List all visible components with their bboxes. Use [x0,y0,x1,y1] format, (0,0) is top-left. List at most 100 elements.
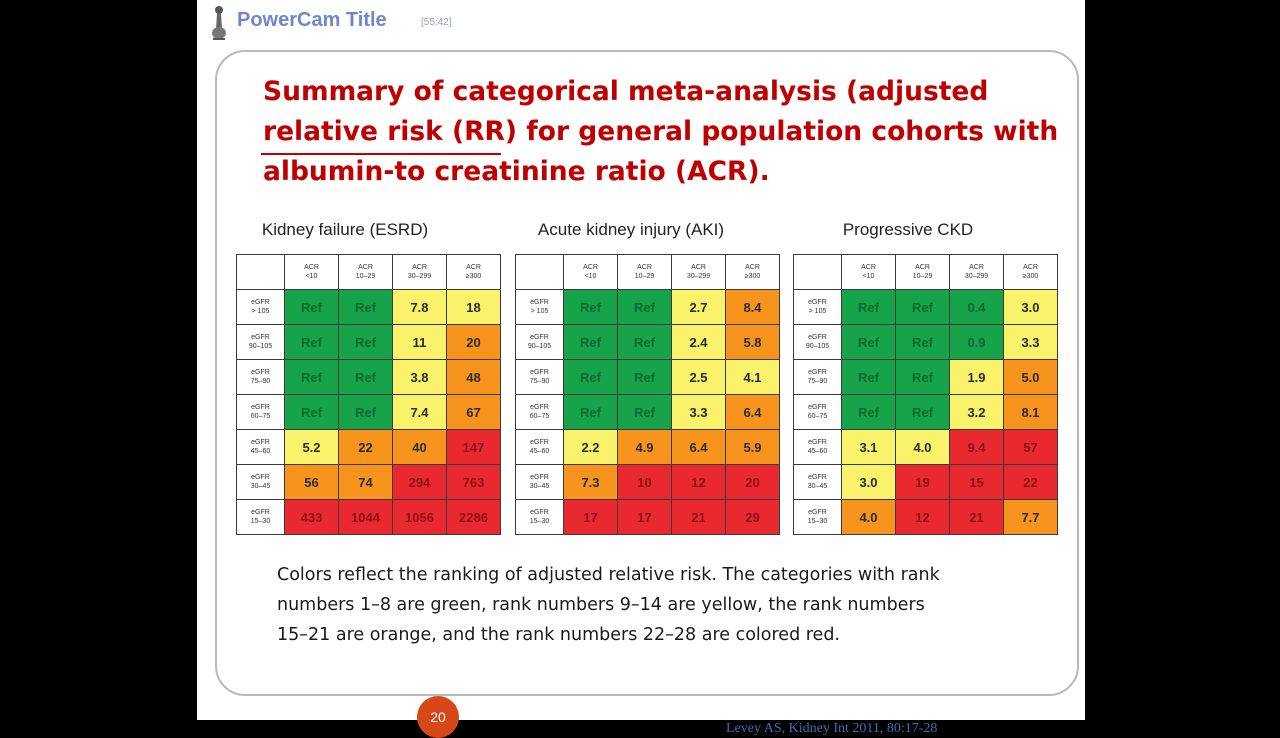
risk-cell: 763 [446,464,501,500]
caption: Colors reflect the ranking of adjusted r… [277,560,1047,650]
risk-value: 4.1 [743,369,762,385]
risk-value: Ref [580,334,601,350]
risk-value: Ref [301,334,322,350]
row-header: eGFR 90–105 [515,324,564,360]
risk-cell: Ref [338,289,393,325]
table-heading: Progressive CKD [842,220,974,239]
risk-cell: 21 [671,499,726,535]
table-row: eGFR 15–30 433 1044 1056 2286 [236,499,501,535]
row-header: eGFR 45–60 [236,429,285,465]
risk-cell: 2.4 [671,324,726,360]
citation: Levey AS, Kidney Int 2011, 80:17-28 [726,721,938,736]
risk-table: ACR <10 ACR 10–29 ACR 30–299 ACR ≥300 eGFR > 105 R… [515,254,780,535]
risk-cell: Ref [617,324,672,360]
table-row: eGFR 60–75 Ref Ref 3.2 8.1 [793,394,1058,430]
risk-value: 7.7 [1021,509,1040,525]
column-header: ACR 30–299 [949,254,1004,290]
title-bar: PowerCam Title [55:42] [197,0,1085,42]
risk-value: 6.4 [689,439,708,455]
caption-line: 15–21 are orange, and the rank numbers 2… [277,625,840,645]
risk-value: 22 [358,439,373,455]
risk-cell: 5.0 [1003,359,1058,395]
column-header: ACR ≥300 [725,254,780,290]
slide-title-line: relative risk (RR) for general populatio… [263,116,1059,147]
risk-cell: 7.4 [392,394,447,430]
table-row: eGFR 75–90 Ref Ref 2.5 4.1 [515,359,780,395]
row-header: eGFR 75–90 [793,359,842,395]
title-underline [261,153,501,155]
risk-value: 20 [466,334,481,350]
risk-cell: 29 [725,499,780,535]
risk-cell: Ref [563,289,618,325]
risk-value: 5.0 [1021,369,1040,385]
bird-logo-icon [212,6,226,40]
risk-value: 56 [304,474,319,490]
risk-value: 4.0 [913,439,932,455]
table-row: eGFR > 105 Ref Ref 2.7 8.4 [515,289,780,325]
risk-value: 11 [412,334,427,350]
slide: Summary of categorical meta-analysis (ad… [215,50,1079,738]
table-row: eGFR 45–60 5.2 22 40 147 [236,429,501,465]
risk-cell: 8.4 [725,289,780,325]
row-header: eGFR 15–30 [515,499,564,535]
risk-value: 5.9 [743,439,762,455]
risk-value: 20 [745,474,760,490]
risk-cell: Ref [617,394,672,430]
risk-value: 0.9 [967,334,986,350]
risk-cell: 3.3 [1003,324,1058,360]
risk-value: Ref [301,299,322,315]
risk-value: Ref [858,299,879,315]
risk-value: 5.8 [743,334,762,350]
risk-value: 40 [412,439,427,455]
slide-title-line: albumin-to creatinine ratio (ACR). [263,156,770,187]
row-header: eGFR 60–75 [236,394,285,430]
risk-value: 7.4 [410,404,429,420]
risk-cell: 11 [392,324,447,360]
risk-cell: 15 [949,464,1004,500]
row-header: eGFR 30–45 [236,464,285,500]
slide-title-line: Summary of categorical meta-analysis (ad… [263,76,989,107]
risk-value: Ref [912,299,933,315]
risk-value: 4.9 [635,439,654,455]
risk-value: 9.4 [967,439,986,455]
risk-value: 8.4 [743,299,762,315]
risk-cell: 294 [392,464,447,500]
risk-value: 294 [408,474,431,490]
risk-cell: 8.1 [1003,394,1058,430]
risk-value: 6.4 [743,404,762,420]
risk-cell: Ref [841,289,896,325]
risk-cell: 2.2 [563,429,618,465]
risk-value: 57 [1023,439,1038,455]
risk-cell: Ref [338,359,393,395]
risk-cell: 18 [446,289,501,325]
table-row: eGFR 30–45 56 74 294 763 [236,464,501,500]
table-heading: Acute kidney injury (AKI) [537,220,725,239]
risk-cell: Ref [563,359,618,395]
risk-cell: 1.9 [949,359,1004,395]
risk-value: 4.0 [859,509,878,525]
risk-value: Ref [858,404,879,420]
risk-cell: Ref [895,394,950,430]
risk-cell: 0.4 [949,289,1004,325]
risk-value: 433 [300,509,323,525]
risk-cell: 6.4 [725,394,780,430]
row-header: eGFR 30–45 [793,464,842,500]
risk-cell: 57 [1003,429,1058,465]
risk-cell: Ref [841,394,896,430]
risk-cell: 3.8 [392,359,447,395]
slide-title: Summary of categorical meta-analysis (ad… [263,72,1063,192]
risk-value: 3.0 [1021,299,1040,315]
risk-value: 10 [637,474,652,490]
risk-value: Ref [301,404,322,420]
risk-cell: Ref [841,359,896,395]
risk-value: 21 [691,509,706,525]
row-header: eGFR 30–45 [515,464,564,500]
risk-value: 12 [915,509,930,525]
row-header: eGFR 90–105 [236,324,285,360]
table-row: eGFR 90–105 Ref Ref 11 20 [236,324,501,360]
row-header: eGFR > 105 [793,289,842,325]
risk-cell: 20 [446,324,501,360]
table-row: eGFR 75–90 Ref Ref 3.8 48 [236,359,501,395]
row-header: eGFR 75–90 [236,359,285,395]
risk-cell: 6.4 [671,429,726,465]
